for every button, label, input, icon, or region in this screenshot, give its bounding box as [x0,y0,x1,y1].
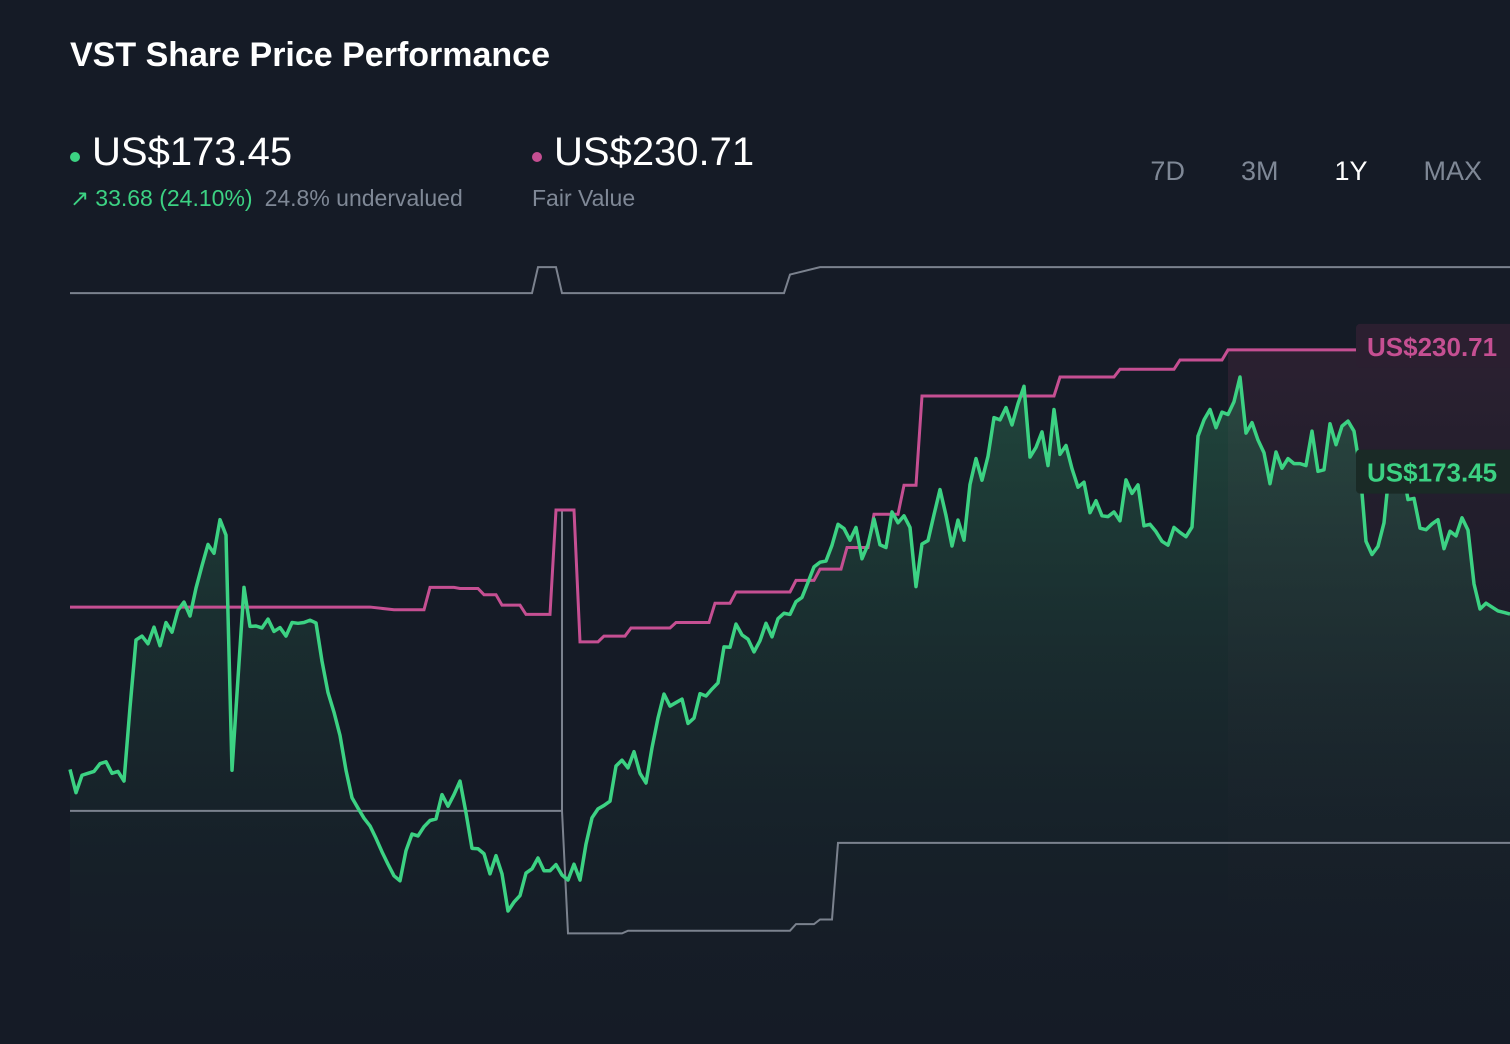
share-price-line [68,375,1510,913]
price-target-high-line [70,266,1510,295]
period-selector: 7D 3M 1Y MAX [1094,156,1482,187]
arrow-up-right-icon: ↗ [70,185,90,211]
fair-value-price: US$230.71 [554,130,755,174]
period-7d[interactable]: 7D [1150,156,1185,186]
fair-value-end-label-bg [1356,323,1510,368]
fair-value-end-label: US$230.71 [1367,332,1497,362]
fair-value-dot-icon [532,151,542,162]
fair-value-line [70,348,1510,644]
chart-end-labels: US$230.71 US$173.45 [1356,323,1510,494]
chart-lines [68,266,1510,935]
chart-title: VST Share Price Performance [70,36,551,74]
share-price-end-label: US$173.45 [1367,458,1497,488]
fair-value-block: US$230.71 Fair Value [532,130,754,212]
fair-value-label: Fair Value [532,185,636,211]
price-dot-icon [70,151,80,162]
share-price-end-label-bg [1356,449,1510,494]
current-price-block: US$173.45 ↗ 33.68 (24.10%) 24.8% undervalu… [70,130,463,212]
current-price: US$173.45 [92,130,293,174]
period-1y[interactable]: 1Y [1334,156,1368,186]
price-target-low-line [70,809,1510,935]
valuation-status: 24.8% undervalued [264,185,463,211]
chart-fills [70,349,1510,1044]
period-max[interactable]: MAX [1423,156,1482,186]
price-area [70,377,1510,1044]
price-change: 33.68 (24.10%) [95,185,253,211]
period-3m[interactable]: 3M [1240,156,1279,186]
